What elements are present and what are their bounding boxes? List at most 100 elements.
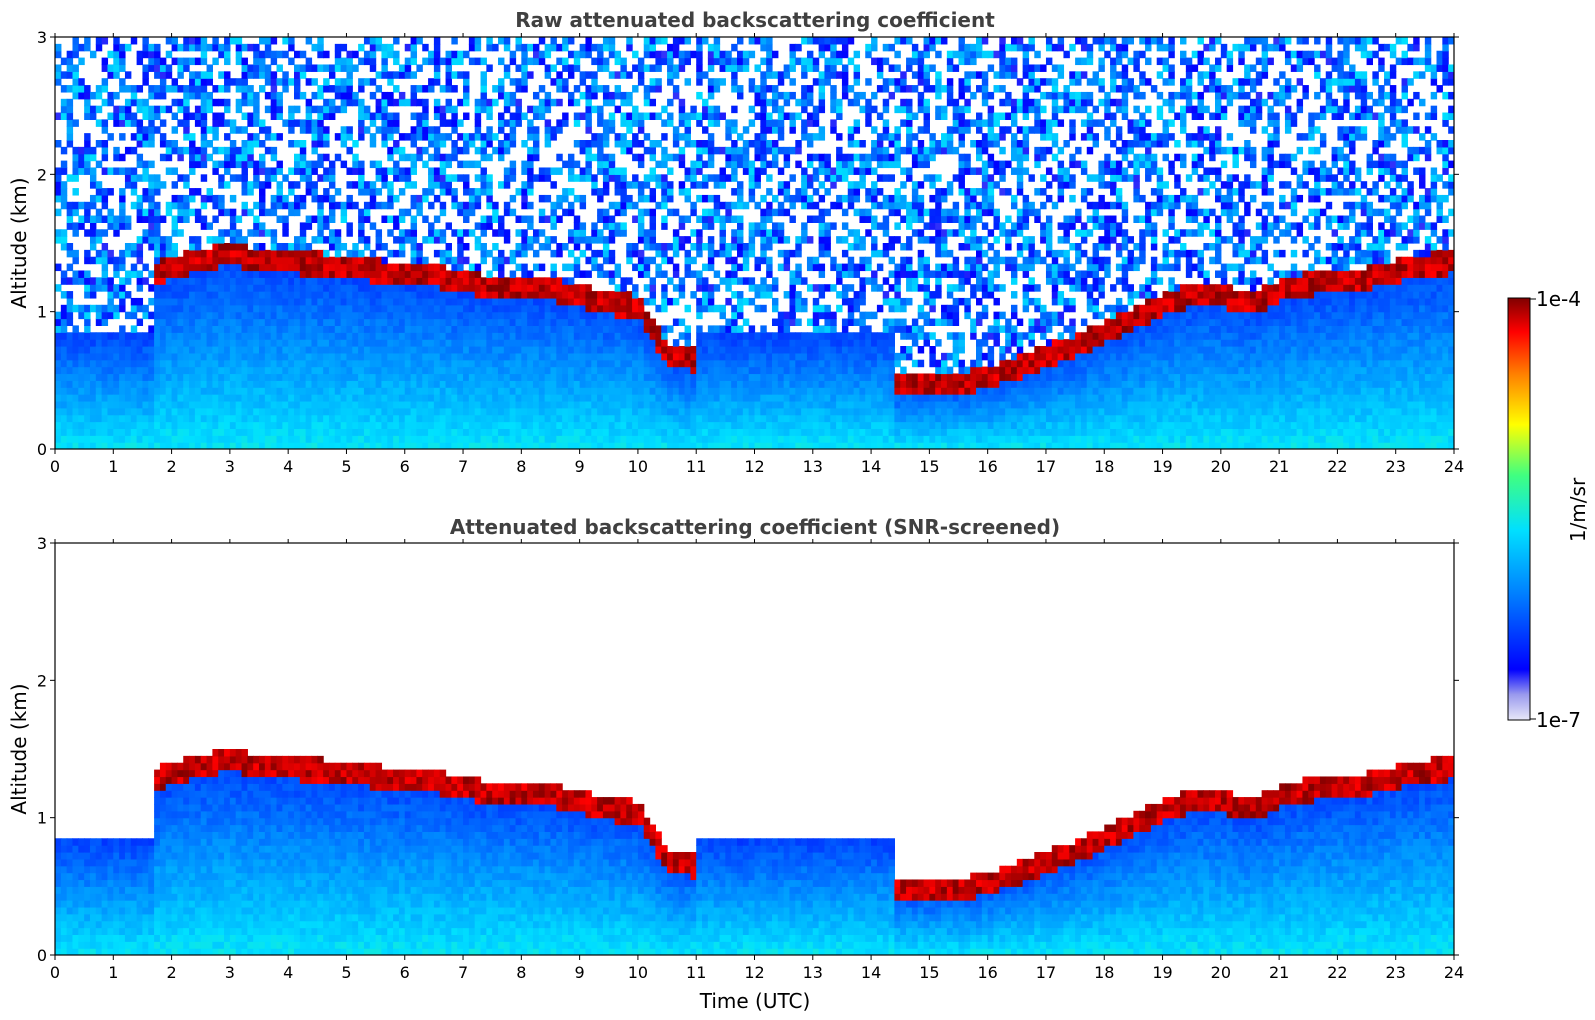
heatmap-cell (562, 414, 569, 423)
heatmap-cell (101, 194, 109, 203)
heatmap-cell (474, 387, 482, 395)
heatmap-cell (334, 133, 342, 141)
heatmap-cell (317, 380, 324, 388)
heatmap-cell (707, 119, 715, 127)
heatmap-cell (148, 194, 155, 203)
heatmap-cell (643, 194, 651, 203)
heatmap-cell (416, 37, 423, 45)
heatmap-cell (556, 194, 563, 203)
heatmap-cell (200, 85, 208, 93)
heatmap-cell (119, 297, 126, 306)
heatmap-cell (474, 188, 482, 196)
heatmap-cell (690, 421, 697, 429)
heatmap-cell (474, 57, 482, 66)
heatmap-cell (492, 346, 499, 354)
heatmap-cell (358, 428, 365, 436)
heatmap-cell (515, 105, 522, 114)
heatmap-cell (270, 325, 278, 333)
heatmap-cell (55, 284, 62, 292)
heatmap-cell (189, 85, 196, 93)
heatmap-cell (416, 332, 423, 340)
heatmap-cell (60, 380, 68, 388)
heatmap-cell (107, 50, 114, 59)
heatmap-cell (719, 229, 726, 237)
heatmap-cell (136, 277, 144, 285)
heatmap-cell (422, 304, 429, 313)
heatmap-cell (194, 442, 202, 449)
heatmap-cell (579, 304, 587, 313)
heatmap-cell (241, 297, 248, 306)
heatmap-cell (358, 352, 365, 361)
heatmap-cell (661, 339, 668, 347)
heatmap-cell (84, 400, 91, 409)
heatmap-cell (626, 339, 633, 347)
heatmap-cell (585, 146, 592, 155)
heatmap-cell (515, 188, 522, 196)
heatmap-cell (544, 291, 552, 299)
heatmap-cell (276, 291, 283, 299)
heatmap-cell (579, 112, 587, 120)
heatmap-cell (363, 394, 371, 402)
heatmap-cell (573, 297, 581, 306)
heatmap-cell (101, 188, 109, 196)
heatmap-cell (614, 339, 622, 347)
heatmap-cell (416, 270, 423, 278)
heatmap-cell (305, 421, 313, 429)
heatmap-cell (206, 291, 213, 299)
heatmap-cell (667, 57, 674, 66)
heatmap-cell (113, 146, 120, 155)
heatmap-cell (719, 236, 726, 244)
heatmap-cell (457, 421, 464, 429)
heatmap-cell (579, 50, 587, 59)
heatmap-cell (428, 407, 435, 416)
heatmap-cell (637, 373, 645, 381)
heatmap-cell (358, 407, 365, 416)
heatmap-cell (521, 352, 528, 361)
heatmap-cell (655, 112, 662, 120)
heatmap-cell (113, 256, 120, 265)
heatmap-cell (503, 380, 511, 388)
heatmap-cell (597, 119, 604, 127)
heatmap-cell (323, 291, 330, 299)
heatmap-cell (626, 71, 633, 79)
heatmap-cell (142, 380, 149, 388)
heatmap-cell (136, 346, 144, 354)
heatmap-cell (678, 332, 686, 340)
heatmap-cell (154, 380, 161, 388)
heatmap-cell (194, 359, 202, 368)
heatmap-cell (538, 167, 546, 175)
heatmap-cell (626, 318, 633, 326)
heatmap-cell (387, 297, 394, 306)
heatmap-cell (101, 126, 109, 134)
heatmap-cell (457, 284, 464, 292)
heatmap-cell (719, 78, 726, 86)
heatmap-cell (696, 394, 703, 402)
heatmap-cell (369, 435, 377, 443)
heatmap-cell (649, 208, 657, 217)
heatmap-cell (515, 394, 522, 402)
heatmap-cell (363, 380, 371, 388)
heatmap-cell (72, 339, 79, 347)
heatmap-cell (142, 359, 149, 368)
heatmap-cell (468, 325, 476, 333)
heatmap-cell (206, 352, 213, 361)
heatmap-cell (346, 222, 353, 230)
heatmap-cell (439, 181, 447, 189)
heatmap-cell (60, 243, 68, 251)
heatmap-cell (433, 297, 441, 306)
heatmap-cell (579, 318, 587, 326)
heatmap-cell (72, 188, 79, 196)
heatmap-cell (171, 277, 179, 285)
heatmap-cell (276, 78, 283, 86)
heatmap-cell (678, 222, 686, 230)
heatmap-cell (264, 359, 272, 368)
heatmap-cell (597, 297, 604, 306)
heatmap-cell (643, 43, 651, 52)
heatmap-cell (579, 249, 587, 258)
heatmap-cell (72, 85, 79, 93)
heatmap-cell (229, 352, 237, 361)
heatmap-cell (480, 304, 487, 313)
heatmap-cell (148, 112, 155, 120)
heatmap-cell (247, 318, 254, 326)
heatmap-cell (218, 442, 225, 449)
